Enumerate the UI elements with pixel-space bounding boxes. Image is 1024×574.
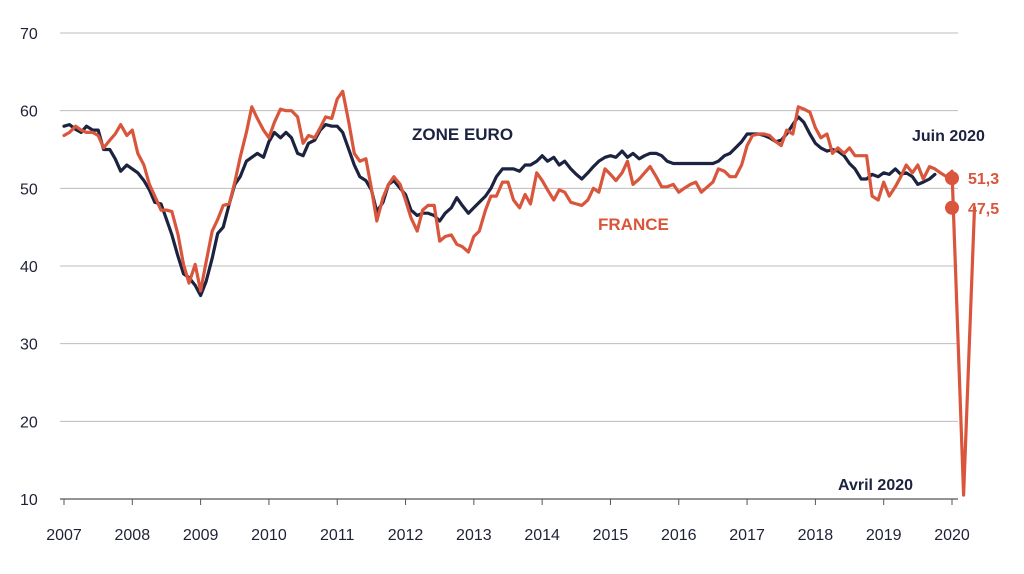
x-tick-labels: 2007 2008 2009 2010 2011 2012 2013 2014 2015 2016… xyxy=(46,499,970,544)
series-label-france: FRANCE xyxy=(598,215,669,234)
endpoint-label: 47,5 xyxy=(968,201,999,218)
annotation-juin-2020: Juin 2020 xyxy=(912,128,985,145)
y-tick-label: 40 xyxy=(20,259,38,276)
endpoint-marker xyxy=(945,200,959,215)
x-tick-label: 2015 xyxy=(593,527,629,544)
x-tick-label: 2019 xyxy=(866,527,902,544)
x-tick-label: 2016 xyxy=(661,527,697,544)
x-tick-label: 2009 xyxy=(183,527,219,544)
y-tick-label: 20 xyxy=(20,414,38,431)
y-tick-label: 60 xyxy=(20,104,38,121)
x-tick-label: 2011 xyxy=(320,527,355,544)
y-tick-label: 10 xyxy=(20,492,38,509)
x-tick-label: 2013 xyxy=(456,527,492,544)
endpoint-label: 51,3 xyxy=(968,171,999,188)
endpoint-markers: 51,3 47,5 xyxy=(945,171,999,218)
x-tick-label: 2012 xyxy=(388,527,424,544)
x-tick-label: 2018 xyxy=(798,527,834,544)
y-tick-label: 70 xyxy=(20,26,38,43)
x-tick-label: 2017 xyxy=(729,527,765,544)
y-tick-labels: 70 60 50 40 30 20 10 xyxy=(20,26,38,509)
x-tick-label: 2007 xyxy=(46,527,82,544)
endpoint-marker xyxy=(945,171,959,186)
y-tick-label: 50 xyxy=(20,181,38,198)
series-line-france xyxy=(62,89,977,497)
x-tick-label: 2020 xyxy=(934,527,970,544)
x-tick-label: 2008 xyxy=(115,527,151,544)
x-tick-label: 2014 xyxy=(524,527,560,544)
grid-lines xyxy=(60,32,958,422)
series-lines xyxy=(62,89,977,497)
series-label-zone-euro: ZONE EURO xyxy=(412,125,513,144)
y-tick-label: 30 xyxy=(20,337,38,354)
annotation-avril-2020: Avril 2020 xyxy=(838,477,913,494)
x-tick-label: 2010 xyxy=(251,527,287,544)
